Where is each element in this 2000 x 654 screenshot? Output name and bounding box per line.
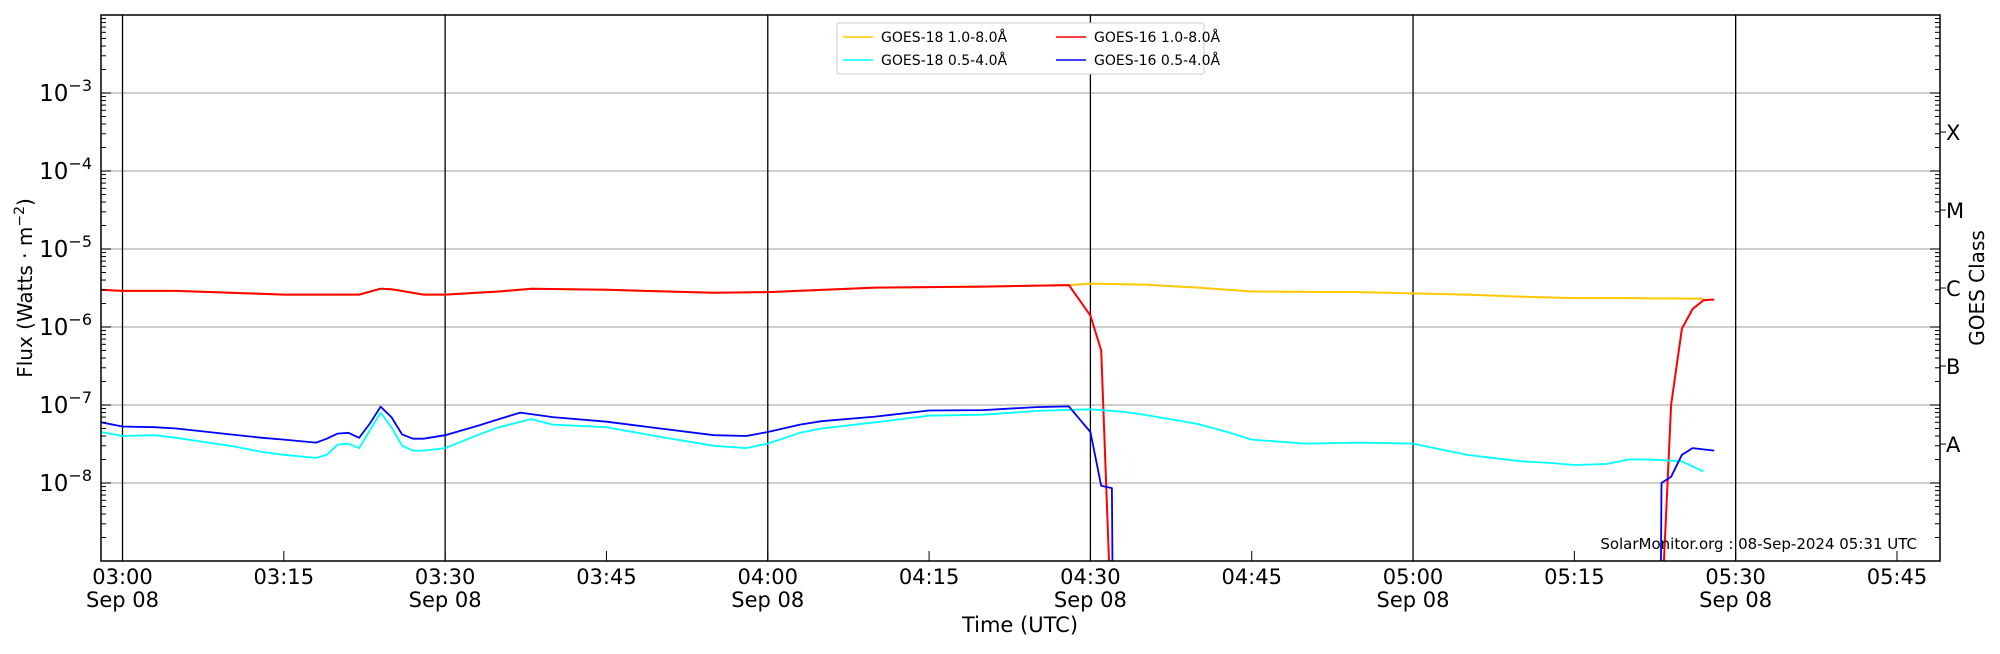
x-tick-date: Sep 08: [1699, 588, 1772, 612]
goes-class-m: M: [1946, 199, 1964, 223]
x-tick-label: 04:45: [1221, 565, 1282, 589]
x-tick-date: Sep 08: [1377, 588, 1450, 612]
series-line-3: [101, 408, 1704, 473]
axis-ticks: [101, 18, 1946, 562]
series-lines: [101, 282, 1715, 561]
series-line-1: [101, 282, 1704, 300]
y-tick-label: 10−6: [39, 310, 92, 341]
x-tick-label: 03:30: [415, 565, 476, 589]
y-axis-label: Flux (Watts · m−2): [12, 198, 37, 378]
right-axis-label: GOES Class: [1965, 230, 1989, 346]
y-tick-label: 10−3: [39, 76, 92, 107]
y-tick-label: 10−4: [39, 154, 92, 185]
x-tick-label: 04:00: [738, 565, 799, 589]
x-tick-label: 05:45: [1867, 565, 1928, 589]
x-tick-date: Sep 08: [86, 588, 159, 612]
x-axis-label: Time (UTC): [961, 613, 1078, 637]
x-tick-label: 04:15: [899, 565, 960, 589]
y-tick-label: 10−5: [39, 232, 92, 263]
x-tick-label: 03:00: [92, 565, 153, 589]
series-line-4: [101, 405, 1715, 561]
x-tick-label: 03:45: [576, 565, 637, 589]
goes-class-x: X: [1946, 121, 1960, 145]
goes-class-labels: X M C B A: [1946, 121, 1964, 457]
x-tick-date: Sep 08: [1054, 588, 1127, 612]
x-tick-label: 05:30: [1705, 565, 1766, 589]
series-line-2: [101, 284, 1715, 561]
goes-class-c: C: [1946, 277, 1961, 301]
x-tick-label: 05:00: [1383, 565, 1444, 589]
x-tick-date: Sep 08: [731, 588, 804, 612]
legend-box: [836, 22, 1205, 75]
x-tick-label: 03:15: [254, 565, 315, 589]
grid: [101, 92, 1940, 484]
y-tick-label: 10−7: [39, 388, 92, 419]
goes-class-b: B: [1946, 355, 1960, 379]
legend-label: GOES-16 0.5-4.0Å: [1094, 52, 1220, 69]
legend-label: GOES-16 1.0-8.0Å: [1094, 29, 1220, 46]
y-tick-labels: 10−3 10−4 10−5 10−6 10−7 10−8: [39, 76, 92, 497]
legend-label: GOES-18 1.0-8.0Å: [881, 29, 1007, 46]
y-tick-label: 10−8: [39, 466, 92, 497]
legend-label: GOES-18 0.5-4.0Å: [881, 52, 1007, 69]
plot-frame: [100, 14, 1941, 562]
x-tick-label: 04:30: [1060, 565, 1121, 589]
half-hour-lines: [121, 15, 1737, 561]
x-tick-label: 05:15: [1544, 565, 1605, 589]
legend: GOES-18 1.0-8.0Å GOES-18 0.5-4.0Å GOES-16 …: [836, 22, 1220, 75]
watermark-annotation: SolarMonitor.org : 08-Sep-2024 05:31 UTC: [1600, 535, 1917, 553]
goes-class-a: A: [1946, 433, 1961, 457]
x-tick-date: Sep 08: [409, 588, 482, 612]
